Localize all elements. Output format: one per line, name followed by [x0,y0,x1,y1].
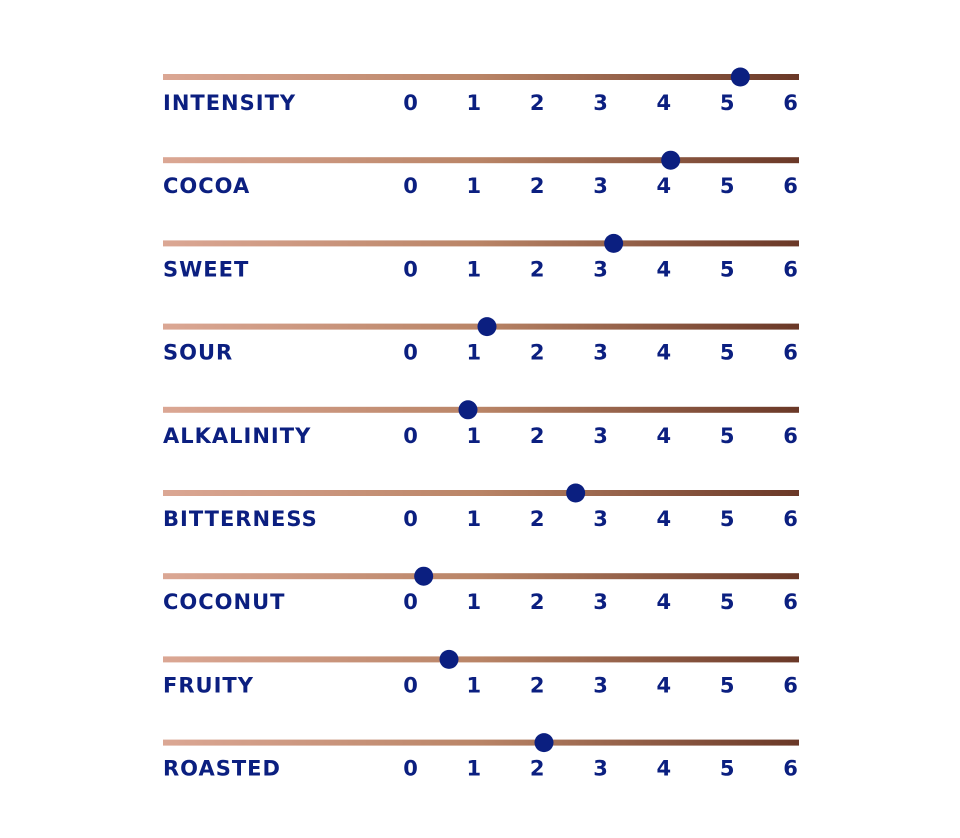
x-tick-label: 4 [657,424,673,448]
x-tick-label: 2 [530,341,546,365]
x-tick-label: 6 [783,673,799,697]
dot [566,483,586,503]
dot [661,150,681,170]
x-tick-label: 6 [783,424,799,448]
x-tick-label: 3 [593,341,609,365]
track [163,656,799,663]
track [163,74,799,80]
dot [439,649,459,669]
x-tick-label: 0 [403,507,419,531]
x-tick-label: 2 [530,757,546,781]
track [163,739,799,746]
x-tick-label: 5 [720,590,736,614]
row-label: COCONUT [163,590,285,614]
row-label: ALKALINITY [163,424,311,448]
row-label: FRUITY [163,673,254,697]
x-tick-label: 3 [593,590,609,614]
x-tick-label: 6 [783,590,799,614]
x-tick-label: 4 [657,174,673,198]
x-tick-label: 4 [657,673,673,697]
row-label: INTENSITY [163,91,296,115]
row-label: SWEET [163,257,249,281]
x-tick-label: 4 [657,91,673,115]
x-tick-label: 0 [403,590,419,614]
row-label: COCOA [163,174,250,198]
x-tick-label: 4 [657,590,673,614]
track [163,157,799,164]
x-tick-label: 6 [783,341,799,365]
x-tick-label: 2 [530,174,546,198]
x-tick-label: 0 [403,257,419,281]
x-tick-label: 6 [783,757,799,781]
x-tick-label: 2 [530,257,546,281]
x-tick-label: 1 [467,590,483,614]
x-tick-label: 0 [403,757,419,781]
x-tick-label: 3 [593,757,609,781]
x-tick-label: 1 [467,257,483,281]
x-tick-label: 2 [530,424,546,448]
track [163,573,799,580]
x-tick-label: 3 [593,257,609,281]
x-tick-label: 1 [467,424,483,448]
dot [477,317,497,337]
x-tick-label: 4 [657,757,673,781]
x-tick-label: 4 [657,341,673,365]
x-tick-label: 0 [403,341,419,365]
x-tick-label: 1 [467,673,483,697]
x-tick-label: 6 [783,174,799,198]
x-tick-label: 0 [403,673,419,697]
dot [458,400,478,420]
x-tick-label: 1 [467,174,483,198]
row-label: SOUR [163,341,233,365]
x-tick-label: 3 [593,424,609,448]
x-tick-label: 1 [467,757,483,781]
x-tick-label: 3 [593,507,609,531]
x-tick-label: 3 [593,673,609,697]
x-tick-label: 0 [403,424,419,448]
x-tick-label: 2 [530,673,546,697]
x-tick-label: 4 [657,507,673,531]
x-tick-label: 0 [403,91,419,115]
dot [730,67,750,87]
x-tick-label: 4 [657,257,673,281]
x-tick-label: 6 [783,507,799,531]
x-tick-label: 5 [720,174,736,198]
x-tick-label: 1 [467,91,483,115]
x-tick-label: 5 [720,257,736,281]
x-tick-label: 3 [593,174,609,198]
dot [414,566,434,586]
x-tick-label: 0 [403,174,419,198]
x-tick-label: 5 [720,507,736,531]
x-tick-label: 5 [720,757,736,781]
x-tick-label: 6 [783,91,799,115]
track [163,240,799,247]
x-tick-label: 5 [720,424,736,448]
track [163,490,799,496]
row-label: BITTERNESS [163,507,318,531]
x-tick-label: 3 [593,91,609,115]
x-tick-label: 5 [720,341,736,365]
x-tick-label: 2 [530,91,546,115]
x-tick-label: 1 [467,341,483,365]
dot [604,233,624,253]
x-tick-label: 1 [467,507,483,531]
x-tick-label: 5 [720,673,736,697]
x-tick-label: 2 [530,590,546,614]
row-label: ROASTED [163,757,281,781]
track [163,406,799,413]
dot [534,733,554,753]
x-tick-label: 6 [783,257,799,281]
x-tick-label: 2 [530,507,546,531]
x-tick-label: 5 [720,91,736,115]
